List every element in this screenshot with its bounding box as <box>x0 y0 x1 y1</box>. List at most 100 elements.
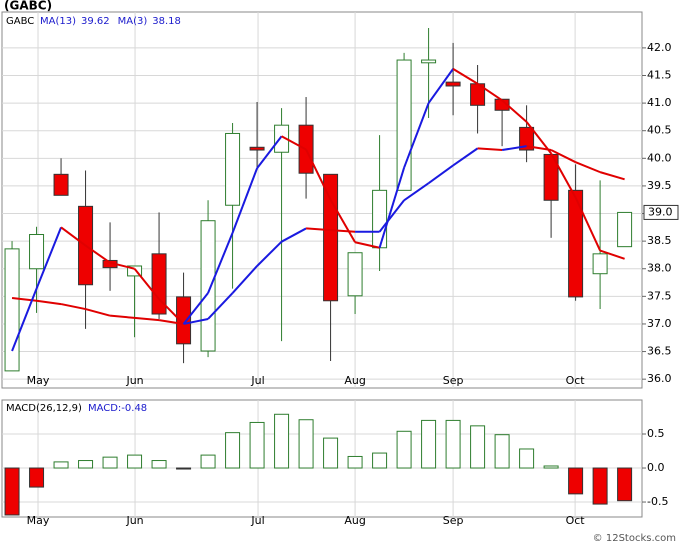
ma-segment <box>427 68 454 104</box>
y-tick-label: 38.0 <box>647 262 672 275</box>
candle-body <box>617 211 633 248</box>
plot-area <box>4 28 633 372</box>
y-tick-label: 36.5 <box>647 345 672 358</box>
macd-bar <box>592 467 608 505</box>
ma-segment <box>281 135 307 151</box>
y-tick-label: 41.0 <box>647 96 672 109</box>
macd-bar <box>29 467 45 488</box>
macd-bar <box>617 467 633 502</box>
y-tick-label: 41.5 <box>647 68 672 81</box>
legend-value: 39.62 <box>81 16 110 27</box>
ma-segment <box>207 292 234 320</box>
ma-segment <box>477 82 503 102</box>
x-tick-label: Jul <box>250 374 264 387</box>
macd-bar <box>4 467 20 516</box>
macd-bar <box>323 437 339 469</box>
macd-bar <box>421 419 437 469</box>
y-tick-label: 40.5 <box>647 124 672 137</box>
ma-segment <box>11 288 38 352</box>
panel-title: MACD(26,12,9) <box>6 403 82 414</box>
candle-body <box>225 132 241 206</box>
x-tick-label: Sep <box>443 374 464 387</box>
ma-segment <box>378 199 405 233</box>
ma-segment <box>60 303 86 311</box>
macd-bar <box>519 448 535 469</box>
macd-bar <box>372 452 388 469</box>
ma-segment <box>158 298 185 325</box>
ma-segment <box>574 197 602 251</box>
candle-body <box>151 253 167 315</box>
y-tick-label: 0.5 <box>647 427 665 440</box>
candle-body <box>347 252 363 297</box>
ma-segment <box>501 145 527 152</box>
ma-segment <box>477 147 503 152</box>
macd-value-label: MACD:-0.48 <box>88 403 147 414</box>
last-price-label: 39.0 <box>648 205 673 218</box>
ma-segment <box>133 268 160 300</box>
macd-bar <box>470 425 486 469</box>
macd-bar <box>298 419 314 469</box>
ma-segment <box>403 182 430 202</box>
candle-body <box>274 124 290 153</box>
ma-segment <box>85 308 111 317</box>
ma-segment <box>35 226 62 289</box>
ma-segment <box>575 161 601 174</box>
macd-bar <box>396 430 412 469</box>
ma-segment <box>501 99 528 123</box>
ma-segment <box>306 227 331 232</box>
ma-segment <box>231 167 259 234</box>
x-tick-label: Jun <box>125 514 143 527</box>
ma-segment <box>452 147 479 167</box>
panel-frame <box>1 399 643 518</box>
ma-segment <box>109 314 135 319</box>
candle-body <box>568 189 584 298</box>
ma-segment <box>281 227 307 243</box>
y-tick-label: 38.5 <box>647 234 672 247</box>
x-tick-label: Jul <box>250 514 264 527</box>
y-tick-label: 0.0 <box>647 461 665 474</box>
macd-bar <box>445 419 461 469</box>
macd-bar <box>78 460 94 469</box>
ma-segment <box>354 241 380 249</box>
y-tick-label: -0.5 <box>647 495 668 508</box>
candle-body <box>592 253 608 275</box>
legend-symbol: GABC <box>6 16 34 27</box>
candle-body <box>421 59 437 64</box>
ma-segment <box>599 249 625 260</box>
x-tick-label: Aug <box>344 514 365 527</box>
macd-bar <box>274 413 290 469</box>
watermark: © 12Stocks.com <box>593 533 676 544</box>
ma-segment <box>428 164 454 184</box>
y-tick-label: 37.0 <box>647 317 672 330</box>
ma-segment <box>134 316 160 322</box>
candle-body <box>127 265 143 277</box>
macd-bar <box>53 461 69 469</box>
y-tick-label: 40.0 <box>647 151 672 164</box>
ma-segment <box>525 121 552 154</box>
ma-segment <box>60 226 87 247</box>
y-tick-label: 37.5 <box>647 289 672 302</box>
macd-bar <box>127 454 143 469</box>
macd-bar <box>102 456 118 469</box>
candle-body <box>4 248 20 372</box>
y-tick-label: 39.5 <box>647 179 672 192</box>
ma-segment <box>330 229 356 233</box>
ma-segment <box>305 149 332 201</box>
ma-segment <box>231 265 258 294</box>
macd-bar <box>200 454 216 469</box>
ma-segment <box>403 102 430 169</box>
x-tick-label: May <box>27 374 50 387</box>
ma-segment <box>378 167 406 249</box>
candle-body <box>200 220 216 352</box>
macd-bar <box>176 467 192 470</box>
candle-body <box>29 234 45 270</box>
candle-body <box>372 189 388 249</box>
legend-name: MA(13) <box>40 16 76 27</box>
ma-segment <box>256 240 283 267</box>
candle-body <box>323 173 339 302</box>
ma-segment <box>550 152 577 199</box>
x-tick-label: Sep <box>443 514 464 527</box>
macd-bar <box>568 467 584 495</box>
macd-bar <box>151 460 167 469</box>
